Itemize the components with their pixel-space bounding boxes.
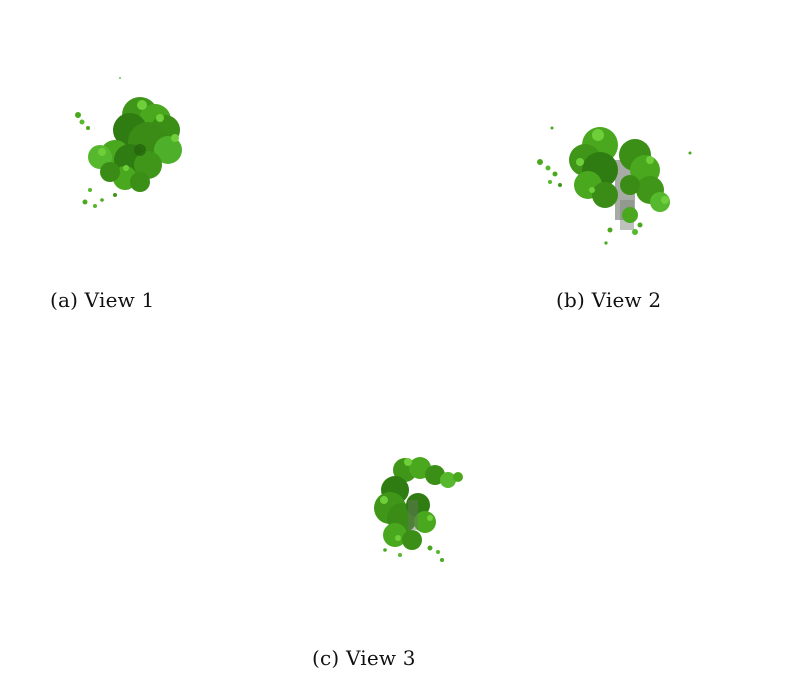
foliage-cluster: [537, 127, 692, 245]
tree-point-cloud-view-1: [30, 60, 230, 280]
tree-point-cloud-view-3: [340, 440, 500, 590]
panel-view-1: [30, 60, 230, 280]
panel-view-2: [500, 90, 720, 280]
panel-view-3: [340, 440, 500, 590]
foliage-cluster: [374, 457, 463, 562]
tree-point-cloud-view-2: [500, 90, 720, 280]
caption-view-3: (c) View 3: [312, 646, 416, 670]
caption-view-2: (b) View 2: [556, 288, 661, 312]
foliage-cluster: [75, 77, 182, 208]
caption-view-1: (a) View 1: [50, 288, 154, 312]
